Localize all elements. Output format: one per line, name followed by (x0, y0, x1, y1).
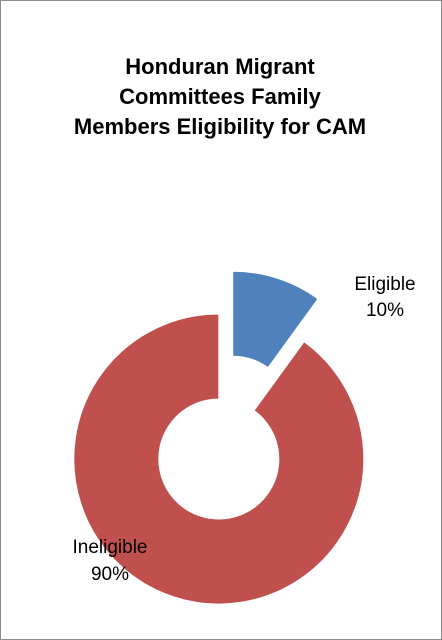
chart-title: Honduran Migrant Committees Family Membe… (73, 54, 367, 139)
slice-label: Ineligible (73, 537, 148, 558)
donut-slice (73, 313, 365, 605)
donut-slice (232, 270, 319, 369)
slice-value-label: 90% (91, 564, 129, 585)
slice-value-label: 10% (366, 300, 404, 321)
slice-label: Eligible (354, 274, 415, 295)
